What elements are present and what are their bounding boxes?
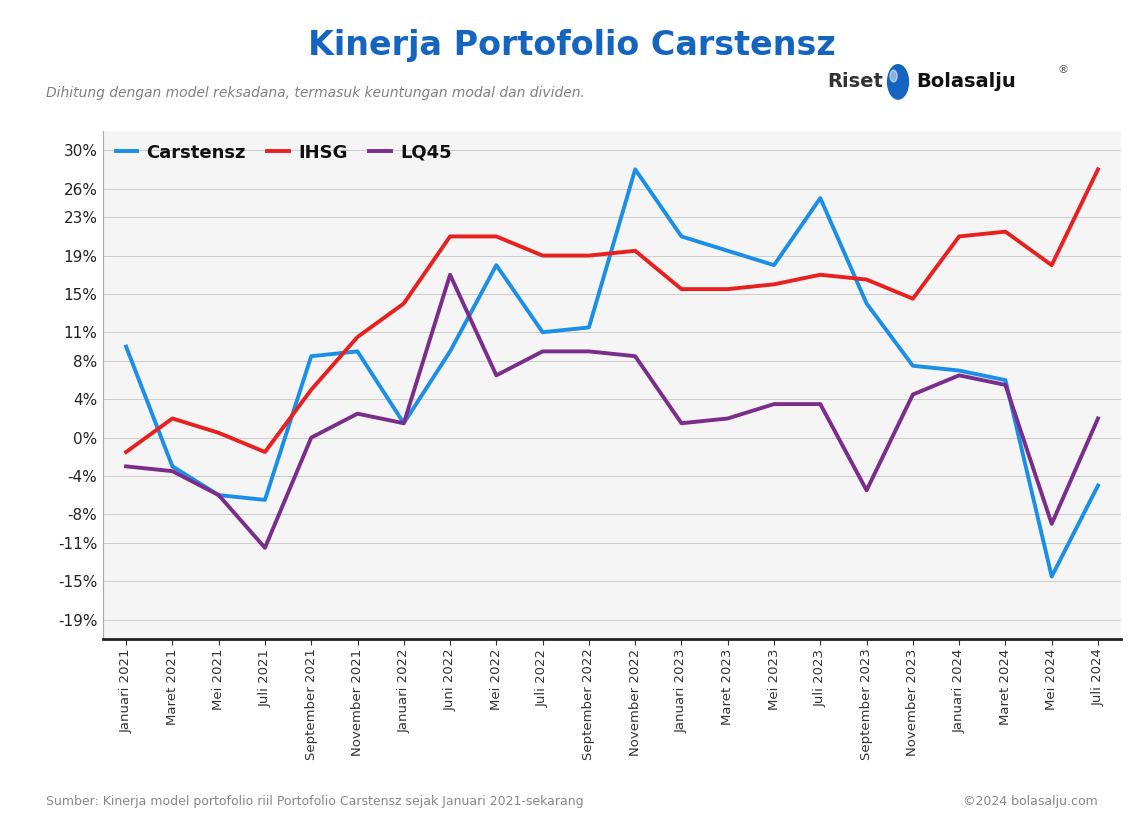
- Legend: Carstensz, IHSG, LQ45: Carstensz, IHSG, LQ45: [112, 140, 455, 165]
- Text: Kinerja Portofolio Carstensz: Kinerja Portofolio Carstensz: [308, 29, 836, 61]
- Circle shape: [888, 65, 908, 99]
- Text: Bolasalju: Bolasalju: [916, 72, 1016, 92]
- Text: Riset: Riset: [827, 72, 883, 92]
- Text: Sumber: Kinerja model portofolio riil Portofolio Carstensz sejak Januari 2021-se: Sumber: Kinerja model portofolio riil Po…: [46, 795, 583, 808]
- Text: ®: ®: [1057, 65, 1068, 75]
- Circle shape: [890, 70, 897, 82]
- Text: Dihitung dengan model reksadana, termasuk keuntungan modal dan dividen.: Dihitung dengan model reksadana, termasu…: [46, 86, 585, 100]
- Text: ©2024 bolasalju.com: ©2024 bolasalju.com: [963, 795, 1098, 808]
